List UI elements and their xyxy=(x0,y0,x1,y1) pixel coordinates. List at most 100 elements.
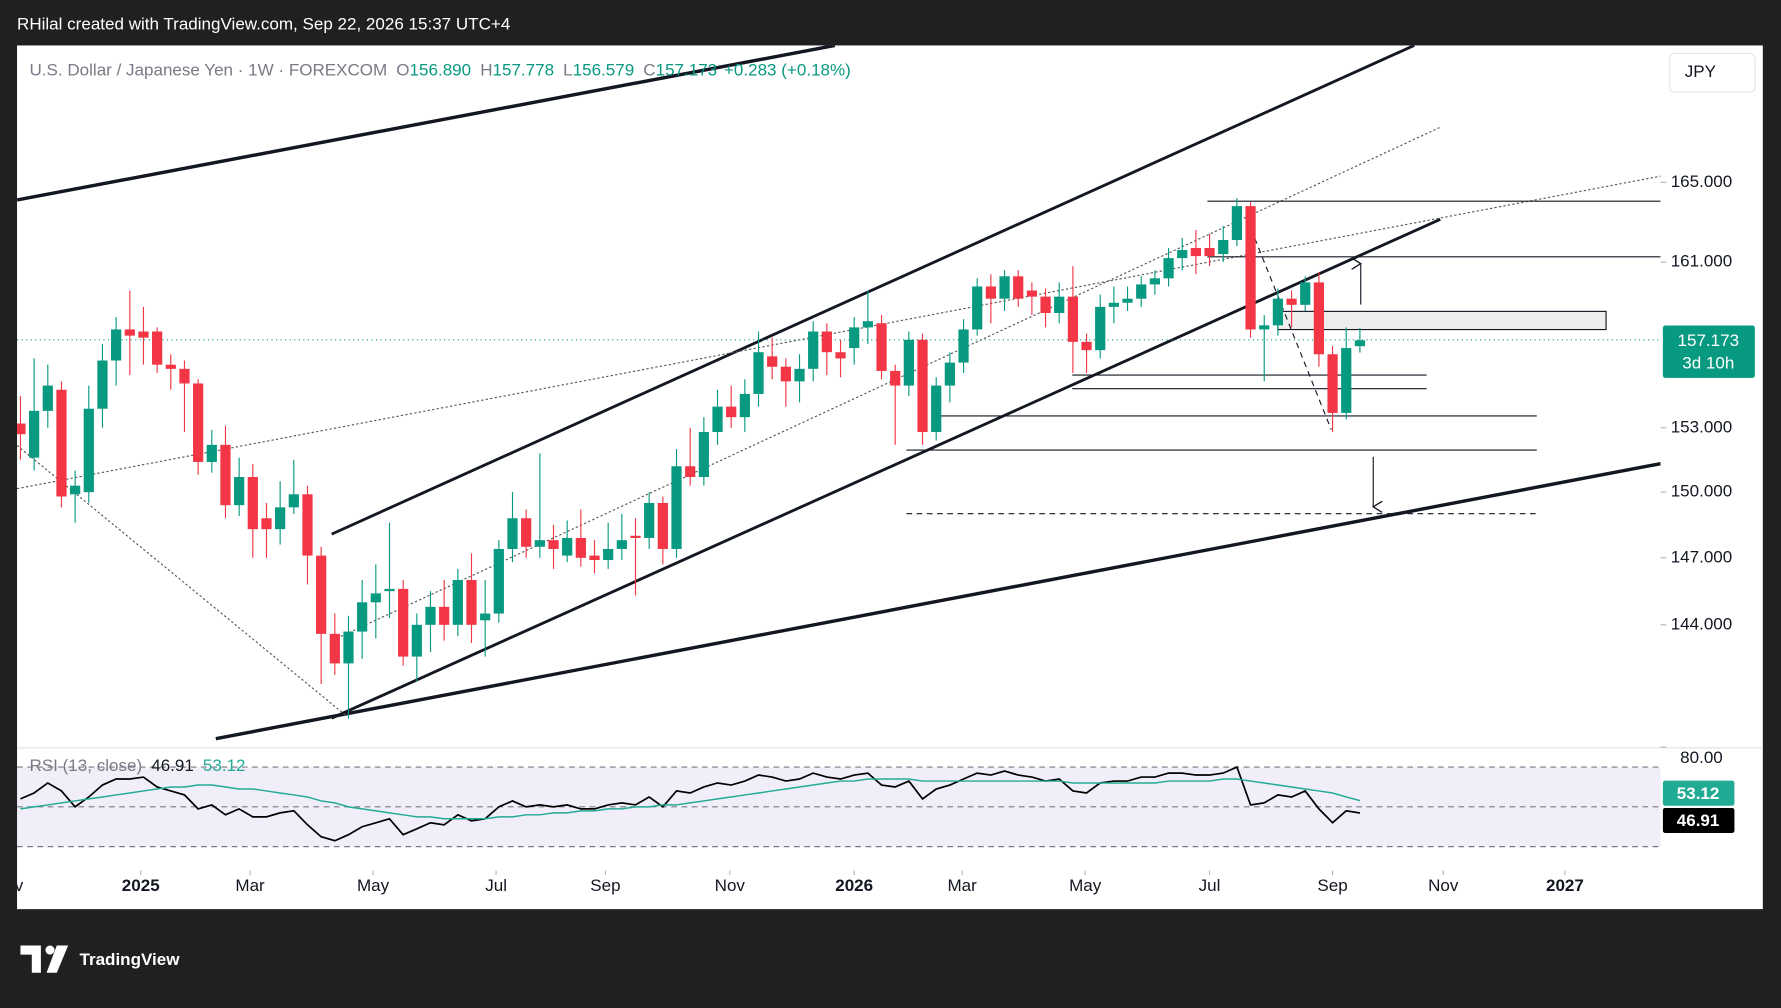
x-tick-label: Jul xyxy=(485,876,507,895)
candle-body xyxy=(1013,276,1024,299)
candle-body xyxy=(1040,296,1051,314)
candle-body xyxy=(671,466,682,549)
x-tick-label: Jul xyxy=(1199,876,1221,895)
rsi-value-box xyxy=(1662,807,1735,833)
y-tick-label: 144.000 xyxy=(1671,614,1733,633)
candle-body xyxy=(466,579,477,625)
change: +0.283 (+0.18%) xyxy=(724,60,851,79)
last-price: 157.173 xyxy=(1678,331,1740,350)
candle-body xyxy=(452,579,463,625)
candle-body xyxy=(111,329,122,361)
candle-body xyxy=(1300,282,1311,305)
candle-body xyxy=(575,537,586,558)
candle-body xyxy=(630,535,641,538)
candle-body xyxy=(1231,206,1243,241)
candle-body xyxy=(370,593,381,603)
rsi-line xyxy=(20,778,1361,820)
logo-text: TradingView xyxy=(80,950,181,969)
candle-body xyxy=(261,518,272,530)
zone xyxy=(1277,310,1607,331)
candle-body xyxy=(972,286,983,330)
candle-body xyxy=(726,406,737,418)
candle-body xyxy=(548,540,559,549)
ohlc-value: 156.579 xyxy=(573,60,635,79)
candle-body xyxy=(1218,240,1229,255)
y-tick-label: 165.000 xyxy=(1671,172,1733,191)
candle-body xyxy=(794,368,805,382)
x-tick-label: Nov xyxy=(715,876,746,895)
candle-body xyxy=(124,329,135,336)
candle-body xyxy=(1081,341,1092,351)
candle-body xyxy=(1354,340,1366,347)
currency-button[interactable] xyxy=(1669,52,1756,93)
x-tick-label: Sep xyxy=(1317,876,1347,895)
candle-body xyxy=(17,423,26,435)
axes: 165.000 161.000 153.000 150.000 147.000 144.0… xyxy=(17,172,1755,895)
candle-body xyxy=(562,537,573,556)
candle-body xyxy=(1177,250,1188,259)
dashed-path xyxy=(1246,219,1332,430)
x-tick-label: 2025 xyxy=(122,876,160,895)
candle-body xyxy=(247,477,258,530)
candle-body xyxy=(29,410,40,458)
candle-body xyxy=(220,444,231,506)
rsi-band xyxy=(17,747,1763,848)
dotted-line xyxy=(17,175,1661,490)
candle-body xyxy=(521,518,532,547)
ohlc-value: 157.778 xyxy=(493,60,555,79)
candle-body xyxy=(1122,298,1133,303)
candle-body xyxy=(138,331,149,338)
legend: U.S. Dollar / Japanese Yen · 1W · FOREXC… xyxy=(30,60,851,79)
rsi-tick-label: 80.00 xyxy=(1680,748,1723,767)
candle-body xyxy=(1108,302,1119,307)
candle-body xyxy=(780,366,791,382)
y-tick-label: 147.000 xyxy=(1671,547,1733,566)
candle-body xyxy=(411,624,422,657)
candle-body xyxy=(739,393,750,418)
candle-body xyxy=(821,331,832,353)
rsi-name: RSI (13, close) xyxy=(30,755,143,774)
candle-body xyxy=(1286,298,1297,305)
currency[interactable]: JPY xyxy=(1685,62,1716,81)
candle-body xyxy=(917,339,928,433)
candle-body xyxy=(1341,348,1352,413)
trendline xyxy=(331,45,1415,536)
rsi-legend: RSI (13, close) 46.91 53.12 xyxy=(30,755,246,774)
candle-body xyxy=(357,602,368,632)
candle-body xyxy=(644,502,655,538)
candle-body xyxy=(1026,290,1037,297)
candle-body xyxy=(97,360,108,409)
y-tick-label: 150.000 xyxy=(1671,482,1733,501)
candle-body xyxy=(958,329,969,363)
candle-body xyxy=(70,485,81,495)
rsi-value: 46.91 xyxy=(151,755,194,774)
x-tick-label: 2026 xyxy=(835,876,873,895)
candle-body xyxy=(862,321,873,328)
candle-body xyxy=(685,466,696,478)
candle-body xyxy=(1190,248,1202,257)
candles xyxy=(17,198,1366,842)
candle-body xyxy=(876,323,887,371)
candle-body xyxy=(493,548,504,614)
x-tick-label: May xyxy=(357,876,390,895)
candle-body xyxy=(1149,278,1161,285)
symbol: U.S. Dollar / Japanese Yen · 1W · FOREXC… xyxy=(30,60,388,79)
candle-body xyxy=(753,352,764,394)
x-tick-label: Mar xyxy=(948,876,978,895)
rsi-line xyxy=(20,765,1361,842)
candle-body xyxy=(480,613,491,621)
candle-body xyxy=(534,540,545,547)
candle-body xyxy=(944,362,955,386)
candle-body xyxy=(931,385,942,433)
trendline xyxy=(215,461,1661,741)
ohlc-key: H xyxy=(480,60,492,79)
candle-body xyxy=(343,631,354,664)
x-tick-label: 2027 xyxy=(1546,876,1584,895)
x-axis: Nov 2025 Mar May Jul Sep Nov 2026 Mar May Jul Sep No… xyxy=(17,870,1584,895)
candle-body xyxy=(890,370,901,386)
candle-body xyxy=(152,331,163,365)
candle-body xyxy=(849,327,860,349)
candle-body xyxy=(603,548,614,561)
candle-body xyxy=(985,286,996,299)
